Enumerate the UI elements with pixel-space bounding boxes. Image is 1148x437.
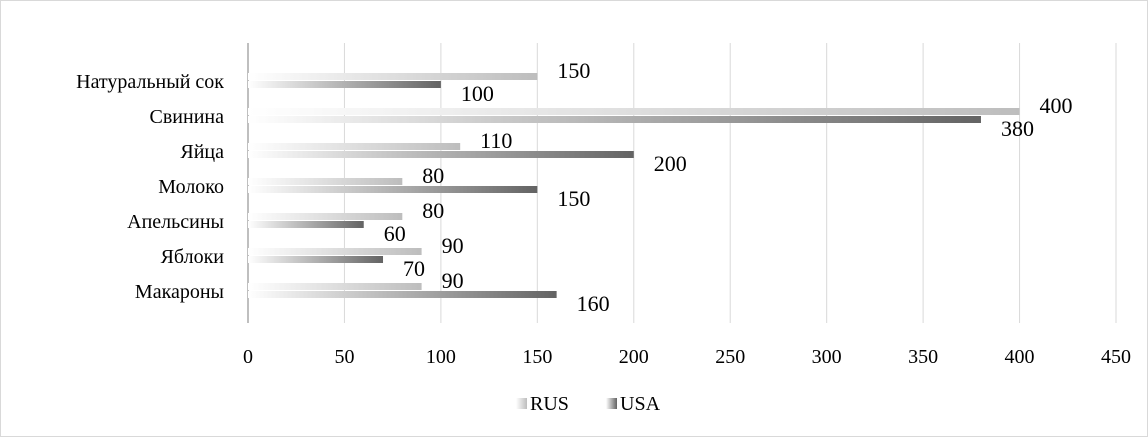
x-tick-label-450: 450	[1101, 346, 1131, 368]
data-label-rus-3: 80	[422, 163, 444, 188]
bars	[248, 73, 1020, 298]
bar-usa-3	[248, 186, 538, 193]
bar-usa-2	[248, 151, 634, 158]
data-label-rus-6: 90	[442, 268, 464, 293]
x-tick-label-350: 350	[908, 346, 938, 368]
gridlines	[247, 43, 1117, 323]
bar-usa-5	[248, 256, 384, 263]
x-tick-label-50: 50	[334, 346, 354, 368]
data-label-usa-5: 70	[403, 256, 425, 281]
x-tick-label-250: 250	[715, 346, 745, 368]
data-label-rus-0: 150	[557, 58, 590, 83]
data-label-usa-6: 160	[577, 291, 610, 316]
bar-usa-4	[248, 221, 364, 228]
bar-rus-0	[248, 73, 538, 80]
category-label-0: Натуральный сок	[76, 71, 224, 93]
bar-rus-1	[248, 108, 1020, 115]
x-tick-label-100: 100	[426, 346, 456, 368]
data-label-rus-1: 400	[1040, 93, 1073, 118]
bar-rus-4	[248, 213, 403, 220]
data-label-usa-3: 150	[557, 186, 590, 211]
category-label-4: Апельсины	[127, 211, 224, 233]
x-tick-label-400: 400	[1005, 346, 1035, 368]
labels: 0 50 100 150 200 250 300 350 400 450 Натуральный с…	[76, 58, 1131, 368]
legend-label-usa: USA	[620, 393, 661, 415]
data-label-rus-2: 110	[480, 128, 512, 153]
data-label-rus-4: 80	[422, 198, 444, 223]
legend-label-rus: RUS	[530, 393, 569, 415]
data-label-rus-5: 90	[442, 233, 464, 258]
bar-usa-0	[248, 81, 441, 88]
x-tick-label-300: 300	[812, 346, 842, 368]
x-tick-label-0: 0	[243, 346, 253, 368]
category-label-3: Молоко	[158, 176, 224, 198]
legend-swatch-usa	[606, 398, 617, 409]
bar-rus-2	[248, 143, 461, 150]
data-label-usa-2: 200	[654, 151, 687, 176]
bar-usa-1	[248, 116, 981, 123]
legend-swatch-rus	[516, 398, 527, 409]
x-tick-label-200: 200	[619, 346, 649, 368]
data-label-usa-1: 380	[1001, 116, 1034, 141]
category-label-6: Макароны	[135, 281, 224, 303]
legend: RUS USA	[516, 393, 661, 415]
category-label-2: Яйца	[180, 141, 224, 163]
x-tick-label-150: 150	[522, 346, 552, 368]
bar-rus-5	[248, 248, 422, 255]
bar-usa-6	[248, 291, 557, 298]
data-label-usa-4: 60	[384, 221, 406, 246]
category-label-1: Свинина	[150, 106, 225, 128]
category-label-5: Яблоки	[161, 246, 225, 268]
data-label-usa-0: 100	[461, 81, 494, 106]
bar-rus-3	[248, 178, 403, 185]
bar-rus-6	[248, 283, 422, 290]
